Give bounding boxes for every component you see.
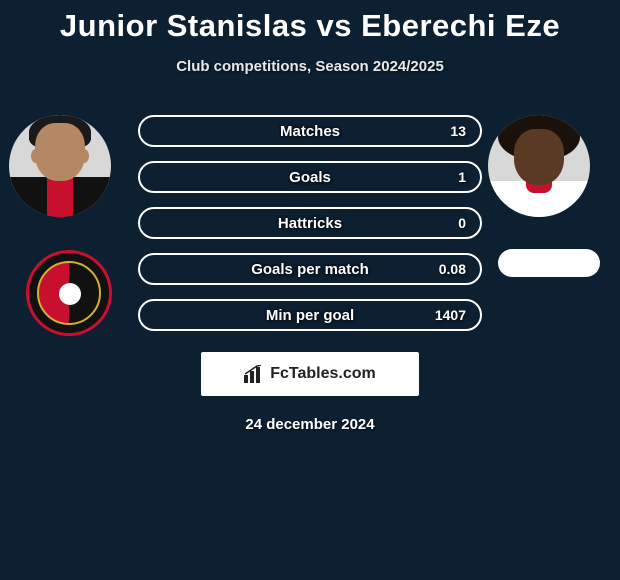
stat-value-p2: 0.08 <box>439 261 466 277</box>
player1-avatar <box>9 115 111 217</box>
stat-label: Hattricks <box>140 215 480 232</box>
date: 24 december 2024 <box>0 416 620 433</box>
stat-row: Matches 13 <box>138 115 482 147</box>
page-title: Junior Stanislas vs Eberechi Eze <box>0 0 620 44</box>
stat-row: Hattricks 0 <box>138 207 482 239</box>
stats-list: Matches 13 Goals 1 Hattricks 0 Goals per… <box>138 115 482 345</box>
subtitle: Club competitions, Season 2024/2025 <box>0 58 620 75</box>
stat-label: Min per goal <box>140 307 480 324</box>
stat-value-p2: 1407 <box>435 307 466 323</box>
stat-value-p2: 0 <box>458 215 466 231</box>
bar-chart-icon <box>244 365 264 383</box>
stat-label: Matches <box>140 123 480 140</box>
stat-value-p2: 13 <box>450 123 466 139</box>
player1-club-badge <box>26 250 112 336</box>
player2-club-badge <box>498 249 600 277</box>
branding-badge: FcTables.com <box>201 352 419 396</box>
branding-text: FcTables.com <box>270 365 376 383</box>
stat-row: Goals per match 0.08 <box>138 253 482 285</box>
stat-row: Goals 1 <box>138 161 482 193</box>
stat-row: Min per goal 1407 <box>138 299 482 331</box>
stat-label: Goals per match <box>140 261 480 278</box>
stat-label: Goals <box>140 169 480 186</box>
stat-value-p2: 1 <box>458 169 466 185</box>
player2-avatar <box>488 115 590 217</box>
